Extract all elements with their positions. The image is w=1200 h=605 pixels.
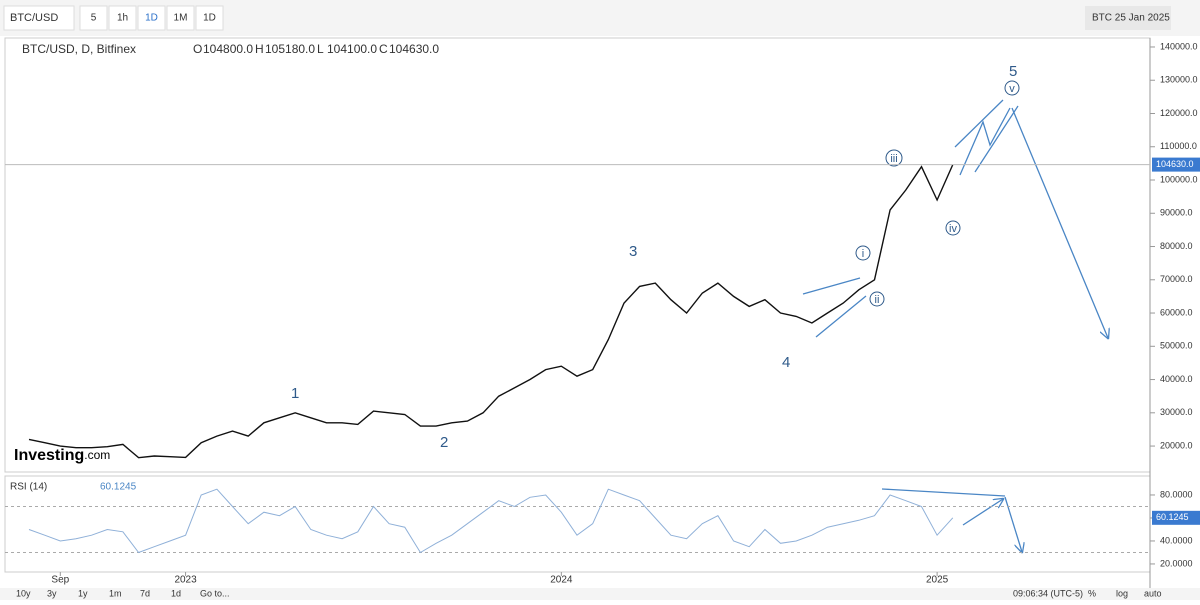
x-tick-label: 2023 <box>174 575 197 586</box>
last-value-tag <box>1152 510 1200 525</box>
wave-label: 5 <box>1009 63 1017 80</box>
range-button[interactable]: 10y <box>16 588 31 598</box>
subwave-label: i <box>862 248 864 260</box>
ohlc-key: O <box>193 42 202 56</box>
y-tick-label: 60000.0 <box>1160 307 1193 317</box>
interval-button[interactable] <box>79 5 108 31</box>
series-line <box>28 164 954 459</box>
logo-suffix: .com <box>84 448 110 462</box>
wave-label: 2 <box>440 434 448 451</box>
symbol-box[interactable] <box>3 5 75 31</box>
ohlc-key: C <box>379 42 388 56</box>
wave-label: 4 <box>782 354 790 371</box>
footer <box>0 588 1200 600</box>
interval[interactable]: 5 <box>91 13 97 24</box>
snapshot-box[interactable] <box>1085 6 1171 30</box>
y-tick-label: 20.0000 <box>1160 558 1193 568</box>
range-button[interactable]: 3y <box>47 588 57 598</box>
rsi-pane <box>4 475 1151 573</box>
y-tick-label: 110000.0 <box>1160 141 1197 151</box>
y-tick-label: 80.0000 <box>1160 489 1193 499</box>
ohlc-value: 104100.0 <box>327 42 377 56</box>
ohlc-key: L <box>317 42 324 56</box>
price-pane <box>4 37 1151 473</box>
interval-button[interactable] <box>108 5 137 31</box>
ohlc-key: H <box>255 42 264 56</box>
option-button[interactable]: log <box>1116 588 1128 598</box>
subwave-label: iii <box>890 153 897 165</box>
legend-title: BTC/USD, D, Bitfinex <box>22 42 136 56</box>
x-tick-label: 2024 <box>550 575 573 586</box>
rsi-value: 60.1245 <box>100 482 137 493</box>
y-tick-label: 30000.0 <box>1160 407 1193 417</box>
annotation-lines <box>802 99 1108 552</box>
symbol[interactable]: BTC/USD <box>10 12 58 24</box>
subwave-label: v <box>1009 83 1015 95</box>
rsi-name: RSI (14) <box>10 482 47 493</box>
subwave-label: ii <box>875 294 880 306</box>
intervals: 5 1h 1D 1M 1D <box>79 5 224 31</box>
option-button[interactable]: % <box>1088 588 1096 598</box>
last-value-label: 104630.0 <box>1156 159 1194 169</box>
ohlc-value: 105180.0 <box>265 42 315 56</box>
range-button[interactable]: 1y <box>78 588 88 598</box>
y-tick-label: 120000.0 <box>1160 108 1198 118</box>
range-button[interactable]: 7d <box>140 588 150 598</box>
last-value-label: 60.1245 <box>1156 512 1189 522</box>
range-button[interactable]: 1m <box>109 588 122 598</box>
y-tick-label: 40.0000 <box>1160 535 1193 545</box>
interval[interactable]: 1D <box>203 13 216 24</box>
y-tick-label: 100000.0 <box>1160 174 1198 184</box>
wave-label: 3 <box>629 243 637 260</box>
subwave-label: iv <box>949 223 957 235</box>
y-tick-label: 50000.0 <box>1160 341 1193 351</box>
goto-button[interactable]: Go to... <box>200 588 230 598</box>
x-tick-label: 2025 <box>926 575 949 586</box>
subwave-circles <box>855 80 1020 307</box>
interval-button[interactable] <box>166 5 195 31</box>
y-tick-label: 90000.0 <box>1160 208 1193 218</box>
wave-label: 1 <box>291 385 299 402</box>
interval[interactable]: 1D <box>145 13 158 24</box>
interval[interactable]: 1h <box>117 13 128 24</box>
y-tick-label: 140000.0 <box>1160 41 1198 51</box>
snapshot[interactable]: BTC 25 Jan 2025 <box>1092 13 1170 24</box>
interval-button[interactable] <box>137 5 166 31</box>
ohlc: O 104800.0 H 105180.0 L 104100.0 C 104630.0 <box>193 42 439 56</box>
range-button[interactable]: 1d <box>171 588 181 598</box>
y-tick-label: 40000.0 <box>1160 374 1193 384</box>
series-line <box>28 488 954 554</box>
clock: 09:06:34 (UTC-5) <box>1013 588 1083 598</box>
logo: Investing.com <box>14 447 110 464</box>
footer-items: 10y 3y 1y 1m 7d 1d Go to...% log auto <box>16 588 1162 598</box>
last-value-tag <box>1152 157 1200 172</box>
ohlc-value: 104800.0 <box>203 42 253 56</box>
y-tick-label: 130000.0 <box>1160 75 1198 85</box>
ohlc-value: 104630.0 <box>389 42 439 56</box>
option-button[interactable]: auto <box>1144 588 1162 598</box>
interval-button[interactable] <box>195 5 224 31</box>
x-tick-label: Sep <box>51 575 69 586</box>
y-tick-label: 70000.0 <box>1160 274 1193 284</box>
interval[interactable]: 1M <box>174 13 188 24</box>
y-tick-label: 20000.0 <box>1160 440 1193 450</box>
y-tick-label: 80000.0 <box>1160 241 1193 251</box>
logo-brand: Investing <box>14 447 84 464</box>
